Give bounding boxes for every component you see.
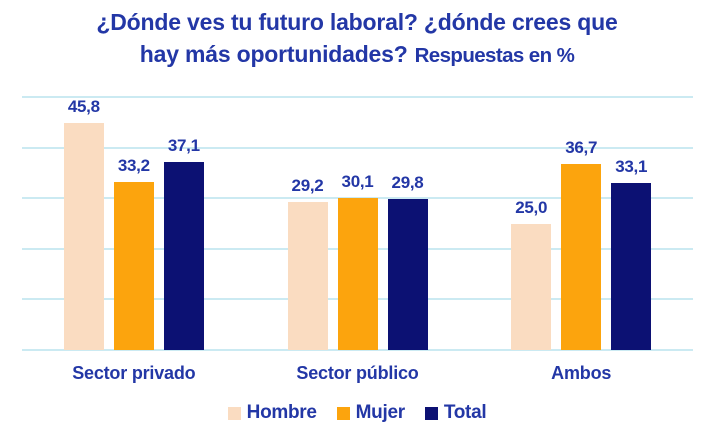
bar-mujer [561,164,602,350]
gridline-50 [22,96,693,98]
bar-value-label: 37,1 [167,136,200,156]
bar-hombre [63,123,104,350]
bar-value-label: 30,1 [341,171,374,191]
bar-column: 36,7 [561,97,602,350]
bar-value-label: 29,8 [391,173,424,193]
legend-label: Hombre [246,402,317,423]
bar-column: 45,8 [63,97,104,350]
bar-total [163,162,204,350]
category-label-3: Ambos [551,363,612,383]
legend-item-mujer: Mujer [336,402,405,424]
bar-groups: 45,8 33,2 37,1 29,2 30,1 29,8 25,0 36,7 33,1 [22,97,693,350]
gridline-0 [22,349,693,351]
bar-column: 37,1 [163,97,204,350]
bar-value-label: 33,1 [615,156,648,176]
legend-swatch-icon [424,406,438,420]
category-label-2: Sector público [296,363,419,383]
chart-title: ¿Dónde ves tu futuro laboral? ¿dónde cre… [0,7,714,70]
plot-area: 45,8 33,2 37,1 29,2 30,1 29,8 25,0 36,7 33,1 [22,96,693,351]
bar-column: 25,0 [511,97,552,350]
bar-column: 30,1 [337,97,378,350]
bar-group-3: 25,0 36,7 33,1 [469,97,693,350]
legend-item-hombre: Hombre [227,402,317,424]
bar-column: 33,1 [611,97,652,350]
bar-value-label: 36,7 [565,138,598,158]
bar-group-2: 29,2 30,1 29,8 [246,97,470,350]
legend-swatch-icon [227,406,241,420]
legend: Hombre Mujer Total [0,402,714,424]
legend-swatch-icon [336,406,350,420]
legend-label: Mujer [355,402,405,423]
bar-group-1: 45,8 33,2 37,1 [22,97,246,350]
chart-subtitle: Respuestas en % [414,43,575,67]
bar-value-label: 29,2 [291,176,324,196]
bar-value-label: 25,0 [515,197,548,217]
bar-column: 33,2 [113,97,154,350]
bar-total [387,199,428,350]
legend-label: Total [443,402,487,423]
bar-value-label: 33,2 [117,156,150,176]
legend-item-total: Total [424,402,487,424]
bar-mujer [337,197,378,350]
chart-title-line1: ¿Dónde ves tu futuro laboral? ¿dónde cre… [96,9,618,35]
bar-hombre [511,223,552,350]
gridline-40 [22,146,693,149]
category-axis: Sector privado Sector público Ambos [22,363,693,384]
bar-column: 29,8 [387,97,428,350]
bar-value-label: 45,8 [67,97,100,116]
bar-total [611,182,652,350]
bar-hombre [287,202,328,350]
category-label-1: Sector privado [72,363,196,383]
chart-title-line2: hay más oportunidades? [139,40,408,67]
bar-mujer [113,182,154,350]
bar-column: 29,2 [287,97,328,350]
